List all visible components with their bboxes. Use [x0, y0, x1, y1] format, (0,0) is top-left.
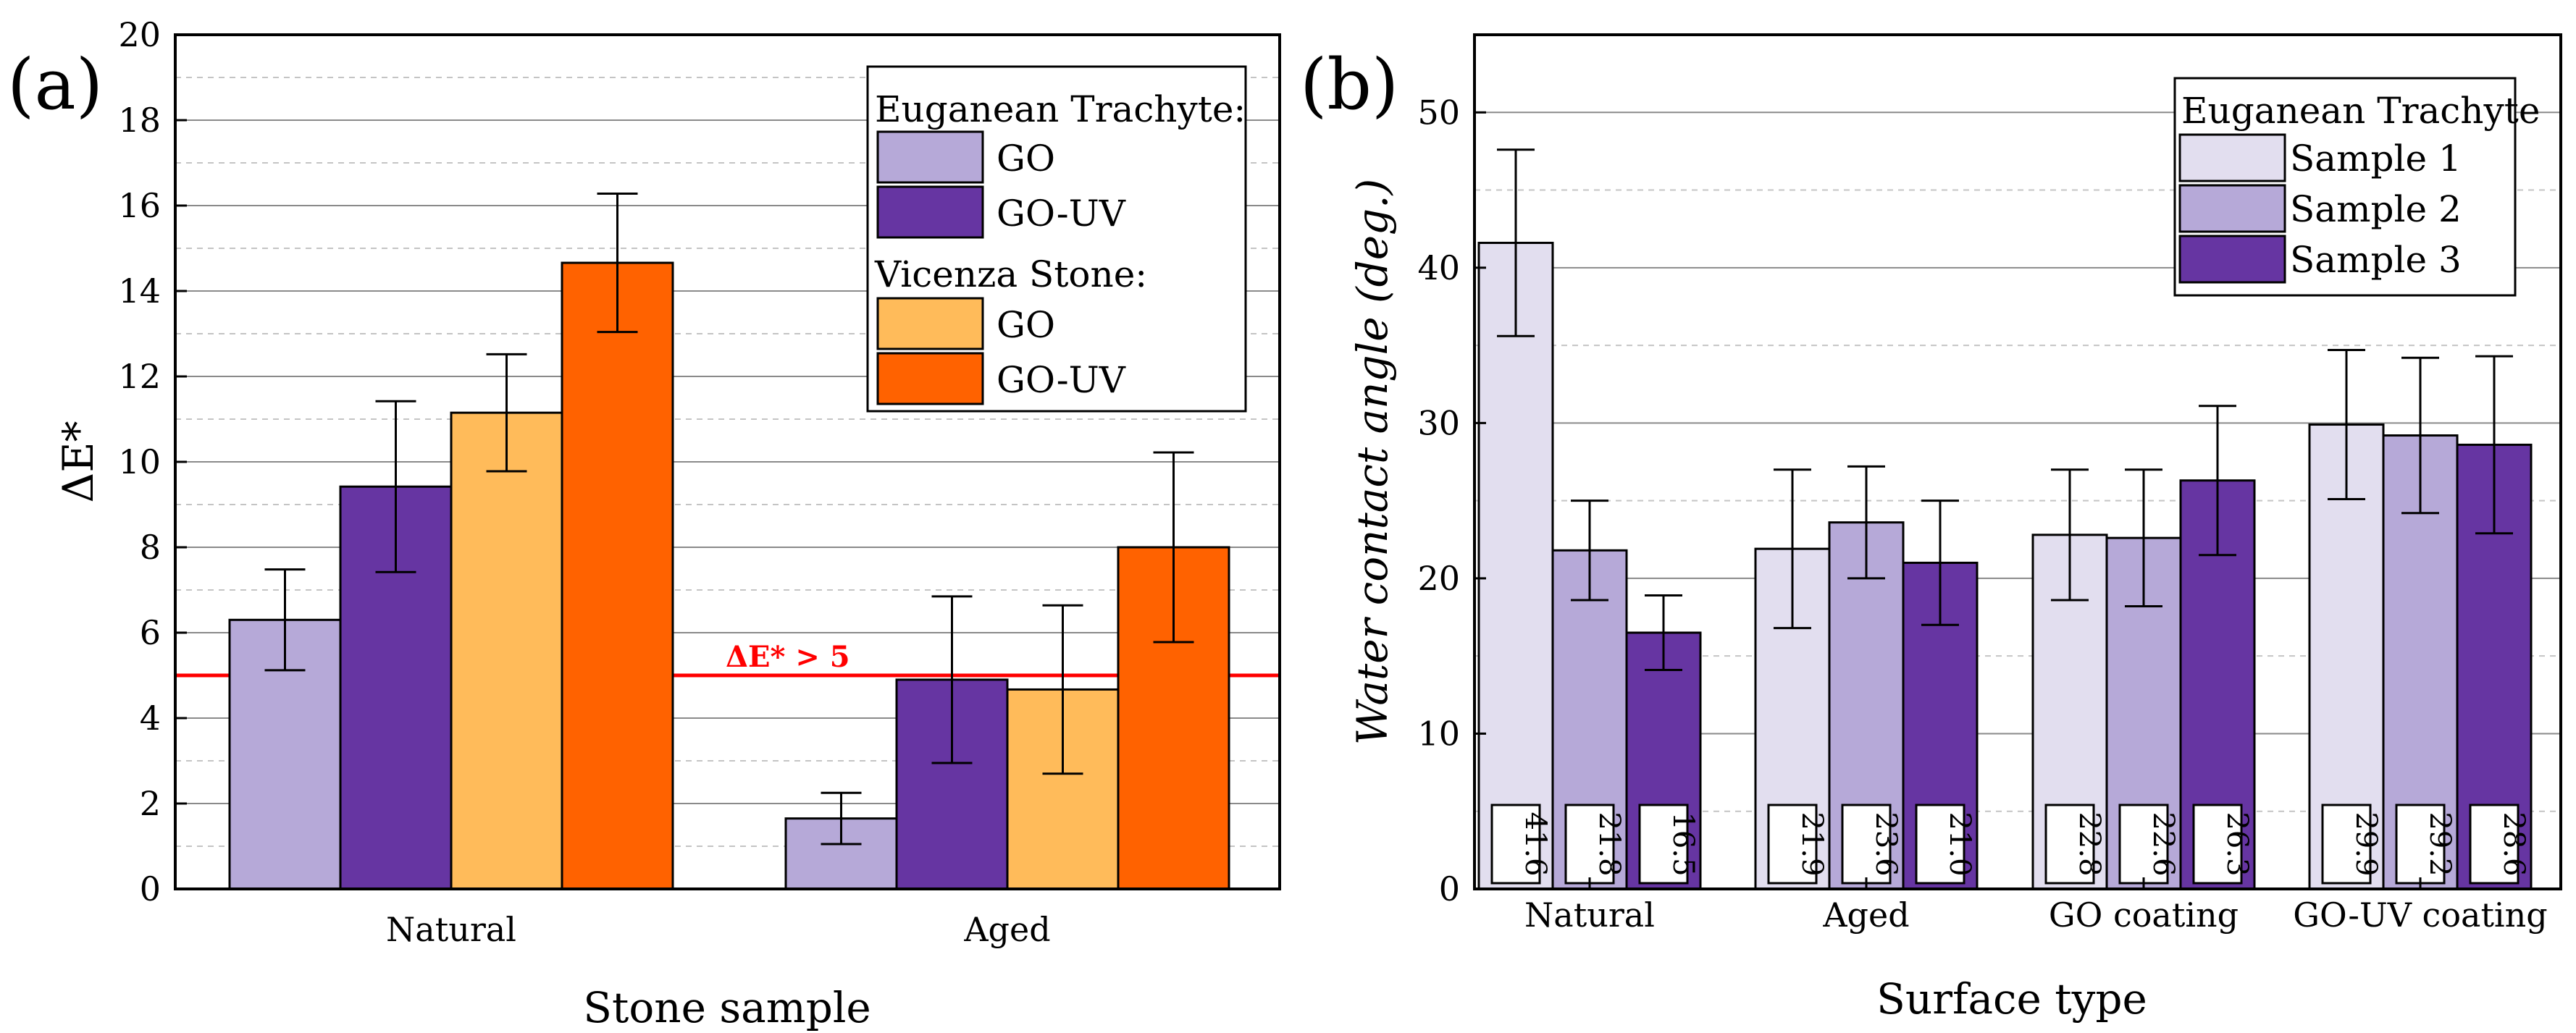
y-tick-label: 18: [118, 101, 161, 140]
x-tick-label: Natural: [1524, 895, 1655, 935]
bar: [561, 261, 674, 890]
legend-swatch-sample-3: [2178, 235, 2286, 284]
legend-item-et-go: GO: [997, 138, 1055, 180]
y-tick-label: 10: [118, 442, 161, 481]
x-tick-label: Natural: [386, 910, 516, 949]
panel-a-label: (a): [7, 44, 103, 125]
legend-item-et-gouv: GO-UV: [997, 193, 1126, 235]
value-label: 28.6: [2497, 811, 2530, 876]
value-label: 16.5: [1666, 811, 1700, 876]
y-tick-label: 16: [118, 186, 161, 225]
panel-b-label: (b): [1300, 44, 1398, 125]
value-label-box: [1564, 804, 1615, 885]
x-tick-label: Aged: [963, 910, 1050, 949]
value-label-box: [2469, 804, 2520, 885]
panel-a-legend: Euganean Trachyte: GO GO-UV Vicenza Ston…: [866, 65, 1247, 413]
value-label: 29.9: [2349, 811, 2383, 876]
legend-swatch-et-gouv: [876, 185, 984, 239]
panel-a-y-axis-label: ΔE*: [54, 421, 103, 502]
legend-swatch-vs-gouv: [876, 352, 984, 405]
y-tick-label: 30: [1417, 403, 1460, 442]
value-label-box: [1767, 804, 1818, 885]
legend-swatch-sample-2: [2178, 184, 2286, 233]
value-label-box: [2044, 804, 2095, 885]
bar: [1477, 241, 1554, 890]
value-label: 21.8: [1593, 811, 1626, 876]
y-tick-label: 4: [140, 699, 161, 738]
panel-b-y-axis-label: Water contact angle (deg.): [1348, 179, 1397, 745]
legend-item-sample-2: Sample 2: [2290, 188, 2462, 230]
legend-swatch-sample-1: [2178, 133, 2286, 182]
value-label: 26.3: [2220, 811, 2254, 876]
panel-a-ticks: 0 2 4 6 8 10 12 14 16 18 20 Natural Aged: [118, 15, 1050, 949]
y-tick-label: 20: [118, 15, 161, 54]
legend-swatch-vs-go: [876, 297, 984, 350]
value-label-box: [2118, 804, 2169, 885]
legend-item-vs-gouv: GO-UV: [997, 359, 1126, 401]
panel-a-plot-frame: [174, 33, 1281, 890]
legend-group-title-vicenza: Vicenza Stone:: [874, 253, 1147, 295]
x-tick-label: GO-UV coating: [2293, 895, 2547, 935]
y-tick-label: 20: [1417, 559, 1460, 598]
value-label: 21.9: [1795, 811, 1829, 876]
value-label: 23.6: [1869, 811, 1902, 876]
legend-item-vs-go: GO: [997, 304, 1055, 346]
value-label-box: [1841, 804, 1892, 885]
y-tick-label: 8: [140, 528, 161, 567]
value-label-box: [1638, 804, 1689, 885]
value-label: 29.2: [2423, 811, 2457, 876]
value-label-box: [2192, 804, 2243, 885]
legend-item-sample-3: Sample 3: [2290, 239, 2462, 281]
panel-b-bars: [1477, 241, 2533, 890]
x-tick-label: Aged: [1822, 895, 1909, 935]
x-tick-label: GO coating: [2049, 895, 2239, 935]
y-tick-label: 10: [1417, 714, 1460, 753]
panel-b-value-labels: 41.6 21.8 16.5 21.9 23.6 21.0 22.8 22.6 26.3 29.9…: [1490, 804, 2530, 885]
y-tick-label: 6: [140, 613, 161, 652]
y-tick-label: 2: [140, 784, 161, 823]
panel-b-legend: Euganean Trachyte Sample 1 Sample 2 Samp…: [2173, 77, 2540, 297]
legend-swatch-et-go: [876, 130, 984, 184]
panel-a-x-axis-label: Stone sample: [583, 983, 870, 1032]
legend-item-sample-1: Sample 1: [2290, 138, 2462, 180]
y-tick-label: 50: [1417, 93, 1460, 132]
legend-group-title-euganean: Euganean Trachyte:: [875, 88, 1246, 130]
panel-b-x-axis-label: Surface type: [1876, 974, 2147, 1024]
y-tick-label: 12: [118, 357, 161, 396]
value-label-box: [1490, 804, 1541, 885]
panel-b-legend-title: Euganean Trachyte: [2181, 90, 2540, 132]
panel-a-error-bars: [264, 192, 1194, 846]
panel-b-chart: (b) 41.6 21.8 16.5 21.9 23.6 21.0 22.8 22.6 26.3…: [1300, 33, 2562, 1024]
value-label: 22.6: [2147, 811, 2180, 876]
bar: [450, 411, 563, 890]
panel-b-plot-frame: [1473, 33, 2562, 890]
y-tick-label: 0: [140, 869, 161, 908]
y-tick-label: 14: [118, 271, 161, 311]
y-tick-label: 0: [1439, 869, 1460, 908]
value-label: 22.8: [2073, 811, 2106, 876]
panel-b-error-bars: [1497, 148, 2513, 671]
panel-b-ticks: 0 10 20 30 40 50 Natural Aged GO coating GO-UV co…: [1417, 93, 2547, 935]
y-tick-label: 40: [1417, 248, 1460, 287]
threshold-label: ΔE* > 5: [726, 640, 850, 674]
value-label-box: [1915, 804, 1965, 885]
value-label-box: [2321, 804, 2372, 885]
value-label: 21.0: [1943, 811, 1976, 876]
panel-a-chart: (a) ΔE* > 5 0 2 4 6 8 10 12 14 16 18 20 Natural Aged…: [7, 15, 1281, 1032]
value-label: 41.6: [1519, 811, 1552, 876]
